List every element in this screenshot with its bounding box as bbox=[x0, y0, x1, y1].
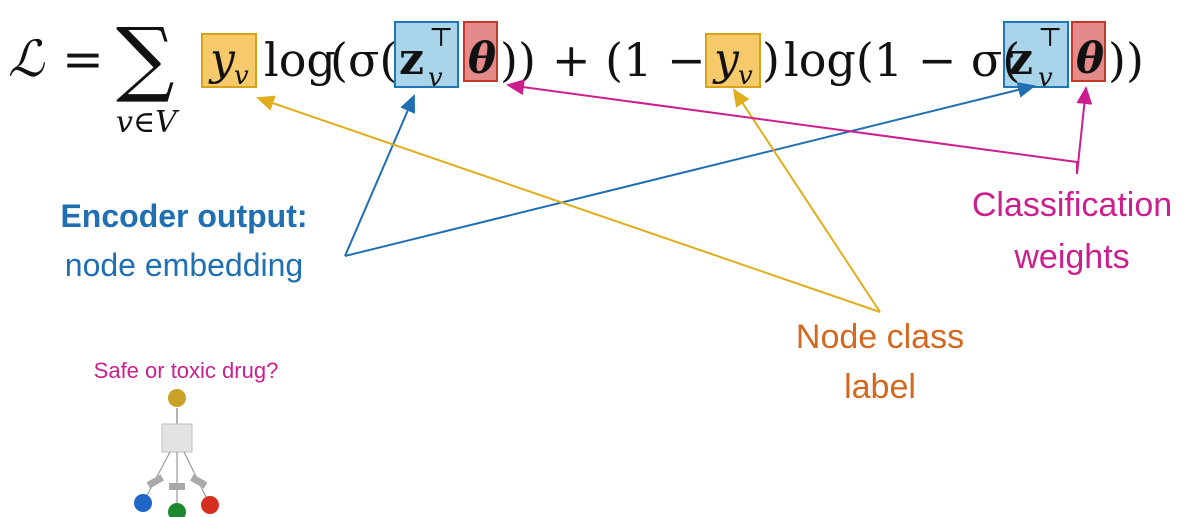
highlight-y-2 bbox=[705, 33, 761, 88]
open-sigma-1: (σ( bbox=[330, 33, 397, 87]
log-2: log(1 − σ( bbox=[784, 33, 1020, 87]
log-1: log bbox=[264, 33, 336, 87]
aggregator-box bbox=[161, 423, 193, 453]
y-term-1: y bbox=[208, 34, 236, 85]
class-label-line1: Node class bbox=[796, 318, 964, 356]
encoder-arrow-to-z1 bbox=[344, 94, 416, 257]
close-paren-1: )) bbox=[500, 33, 536, 87]
transpose-2: ⊤ bbox=[1038, 23, 1062, 53]
highlight-z-1 bbox=[394, 21, 459, 88]
neighbor-node-red bbox=[201, 496, 219, 514]
weights-arrow-to-theta1 bbox=[506, 79, 1078, 174]
neighbor-node-blue bbox=[134, 494, 152, 512]
z-subscript-2: v bbox=[1038, 63, 1053, 93]
y-subscript-1: v bbox=[234, 61, 249, 91]
encoder-subtitle: node embedding bbox=[65, 247, 303, 283]
weights-arrow-to-theta2 bbox=[1076, 86, 1093, 175]
transform-box-left bbox=[146, 474, 164, 489]
encoder-arrow-to-z2 bbox=[344, 82, 1036, 257]
class-label-line2: label bbox=[844, 368, 916, 406]
highlight-z-2 bbox=[1003, 21, 1069, 88]
root-node bbox=[168, 389, 186, 407]
close-paren-2: )) bbox=[1108, 33, 1144, 87]
highlight-theta-1 bbox=[463, 21, 498, 82]
sum-symbol: ∑ bbox=[116, 11, 175, 106]
label-arrow-to-y2 bbox=[732, 88, 881, 313]
highlight-y-1 bbox=[201, 33, 257, 88]
y-term-2: y bbox=[712, 34, 740, 85]
encoder-title: Encoder output: bbox=[60, 198, 307, 234]
weights-line1: Classification bbox=[972, 186, 1172, 224]
z-subscript-1: v bbox=[428, 63, 443, 93]
y-subscript-2: v bbox=[738, 61, 753, 91]
label-arrow-to-y1 bbox=[256, 95, 881, 313]
transform-box-mid bbox=[169, 483, 185, 490]
weights-line2: weights bbox=[1013, 238, 1129, 276]
drug-question: Safe or toxic drug? bbox=[94, 358, 279, 383]
equals-sign: = bbox=[62, 30, 104, 88]
neighbor-node-green bbox=[168, 503, 186, 517]
highlight-theta-2 bbox=[1071, 21, 1106, 82]
z-vector-2: z bbox=[1008, 34, 1033, 85]
theta-1: θ bbox=[468, 34, 496, 83]
transform-box-right bbox=[190, 474, 208, 489]
transpose-1: ⊤ bbox=[429, 23, 453, 53]
close-paren-y: ) bbox=[762, 33, 780, 87]
sum-subscript: v∈V bbox=[116, 105, 180, 140]
mini-graph bbox=[134, 389, 219, 517]
theta-2: θ bbox=[1076, 34, 1104, 83]
z-vector-1: z bbox=[399, 34, 424, 85]
loss-symbol: ℒ bbox=[8, 30, 45, 88]
plus-one-minus: + (1 − bbox=[552, 33, 706, 87]
